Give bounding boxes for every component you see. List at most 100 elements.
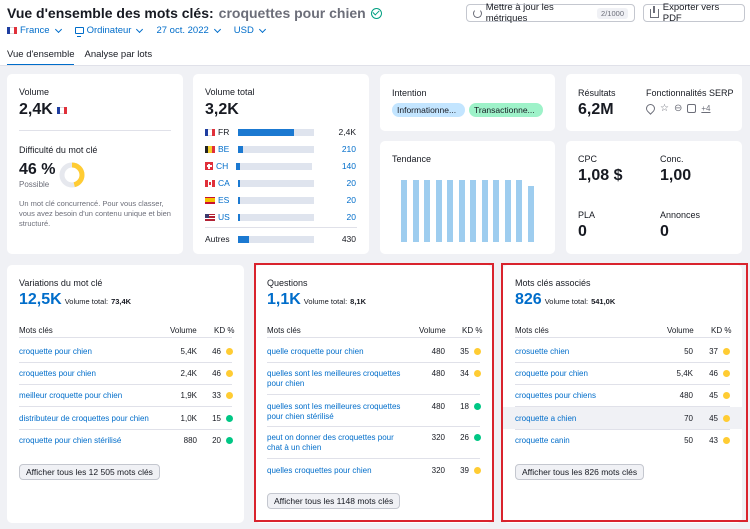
- country-volume[interactable]: 20: [346, 195, 356, 205]
- spain-flag-icon: [205, 196, 215, 204]
- related-count[interactable]: 826: [515, 291, 542, 308]
- country-volume[interactable]: 140: [341, 161, 356, 171]
- keyword-link[interactable]: croquette pour chien: [19, 347, 92, 356]
- keyword-link[interactable]: croquette canin: [515, 436, 570, 445]
- link-icon[interactable]: ⊖: [673, 103, 683, 114]
- kd-dot-icon: [723, 437, 730, 444]
- competition-value: 1,00: [660, 167, 692, 184]
- country-volume[interactable]: 210: [341, 144, 356, 154]
- keyword-link[interactable]: quelles croquettes pour chien: [267, 466, 372, 475]
- country-row-others: Autres 430: [205, 233, 356, 245]
- country-row-us[interactable]: US 20: [205, 211, 356, 223]
- keyword-kd: 39: [460, 466, 469, 475]
- show-all-related-button[interactable]: Afficher tous les 826 mots clés: [515, 464, 645, 480]
- kd-dot-icon: [226, 370, 233, 377]
- tab-overview[interactable]: Vue d'ensemble: [7, 49, 75, 66]
- kd-dot-icon: [474, 434, 481, 441]
- keyword-volume: 880: [183, 436, 197, 445]
- keyword-link[interactable]: croquette a chien: [515, 414, 577, 423]
- location-pin-icon[interactable]: [644, 102, 657, 115]
- usa-flag-icon: [205, 213, 215, 221]
- keyword-kd: 33: [212, 391, 221, 400]
- export-pdf-button[interactable]: Exporter vers PDF: [643, 2, 745, 24]
- country-bar: [238, 213, 314, 221]
- currency-filter[interactable]: USD: [234, 25, 266, 36]
- trend-label: Tendance: [392, 154, 432, 164]
- keyword-volume: 2,4K: [180, 369, 197, 378]
- sitelinks-icon[interactable]: [687, 104, 697, 113]
- keyword-link[interactable]: quelle croquette pour chien: [267, 347, 364, 356]
- intent-badge-informational[interactable]: Informationne...: [392, 103, 465, 117]
- intent-label: Intention: [392, 88, 427, 98]
- keyword-link[interactable]: quelles sont les meilleures croquettes p…: [267, 369, 401, 388]
- results-label: Résultats: [578, 88, 616, 98]
- table-row-hover: [503, 407, 742, 429]
- keyword-kd: 34: [460, 369, 469, 378]
- trend-bar: [435, 180, 442, 242]
- keyword-link[interactable]: crosuette chien: [515, 347, 570, 356]
- france-flag-icon: [205, 128, 215, 136]
- others-volume: 430: [341, 234, 356, 244]
- variations-count[interactable]: 12,5K: [19, 291, 62, 308]
- date-filter[interactable]: 27 oct. 2022: [156, 25, 221, 36]
- serp-more[interactable]: +4: [701, 104, 711, 113]
- keyword-link[interactable]: croquette pour chien: [515, 369, 588, 378]
- country-row-ca[interactable]: CA 20: [205, 177, 356, 189]
- show-all-questions-button[interactable]: Afficher tous les 1148 mots clés: [267, 493, 401, 509]
- keyword-volume: 480: [679, 391, 693, 400]
- trend-bar: [424, 180, 431, 242]
- cpc-label: CPC: [578, 154, 598, 164]
- show-all-variations-button[interactable]: Afficher tous les 12 505 mots clés: [19, 464, 160, 480]
- keyword-link[interactable]: quelles sont les meilleures croquettes p…: [267, 402, 401, 421]
- keyword-link[interactable]: peut on donner des croquettes pour chat …: [267, 433, 394, 452]
- country-bar: [238, 179, 314, 187]
- trend-bar: [447, 180, 454, 242]
- keyword-volume: 50: [684, 347, 693, 356]
- keyword-link[interactable]: croquettes pour chiens: [515, 391, 596, 400]
- pla-value: 0: [578, 223, 587, 240]
- country-code[interactable]: CH: [216, 161, 229, 171]
- kd-dot-icon: [474, 370, 481, 377]
- country-code[interactable]: US: [218, 212, 230, 222]
- country-row-es[interactable]: ES 20: [205, 194, 356, 206]
- country-volume[interactable]: 20: [346, 212, 356, 222]
- col-volume: Volume: [170, 326, 197, 335]
- country-filter[interactable]: France: [7, 25, 62, 36]
- country-volume[interactable]: 20: [346, 178, 356, 188]
- country-row-ch[interactable]: CH 140: [205, 160, 356, 172]
- country-row-be[interactable]: BE 210: [205, 143, 356, 155]
- country-row-fr: FR 2,4K: [205, 126, 356, 138]
- kd-dot-icon: [474, 467, 481, 474]
- questions-count[interactable]: 1,1K: [267, 291, 301, 308]
- trend-bar: [470, 180, 477, 242]
- trend-card: Tendance: [380, 141, 555, 254]
- related-summary: 826 Volume total: 541,0K: [515, 291, 615, 309]
- divider: [515, 337, 730, 338]
- ads-label: Annonces: [660, 210, 701, 220]
- update-metrics-button[interactable]: Mettre à jour les métriques 2/1000: [466, 2, 635, 24]
- keyword-kd: 15: [212, 414, 221, 423]
- country-code[interactable]: CA: [218, 178, 230, 188]
- keyword-link[interactable]: croquettes pour chien: [19, 369, 96, 378]
- divider: [205, 227, 357, 228]
- tab-batch-analysis[interactable]: Analyse par lots: [84, 49, 153, 60]
- star-icon[interactable]: ☆: [660, 103, 669, 114]
- country-bar: [238, 145, 314, 153]
- divider: [515, 429, 730, 430]
- keyword-volume: 1,9K: [180, 391, 197, 400]
- keyword-kd: 45: [709, 414, 718, 423]
- device-filter[interactable]: Ordinateur: [74, 25, 144, 37]
- country-code[interactable]: BE: [218, 144, 230, 154]
- serp-icons: ☆ ⊖ +4: [644, 102, 711, 115]
- keyword-link[interactable]: meilleur croquette pour chien: [19, 391, 123, 400]
- monitor-icon: [74, 27, 84, 37]
- keyword-kd: 46: [212, 369, 221, 378]
- keyword-link[interactable]: distributeur de croquettes pour chien: [19, 414, 149, 423]
- chevron-down-icon: [54, 25, 62, 33]
- country-code[interactable]: ES: [218, 195, 230, 205]
- country-volume: 2,4K: [338, 127, 357, 137]
- intent-badge-transactional[interactable]: Transactionne...: [469, 103, 543, 117]
- intent-card: Intention: [380, 74, 555, 131]
- keyword-link[interactable]: croquette pour chien stérilisé: [19, 436, 122, 445]
- col-keyword: Mots clés: [267, 326, 301, 335]
